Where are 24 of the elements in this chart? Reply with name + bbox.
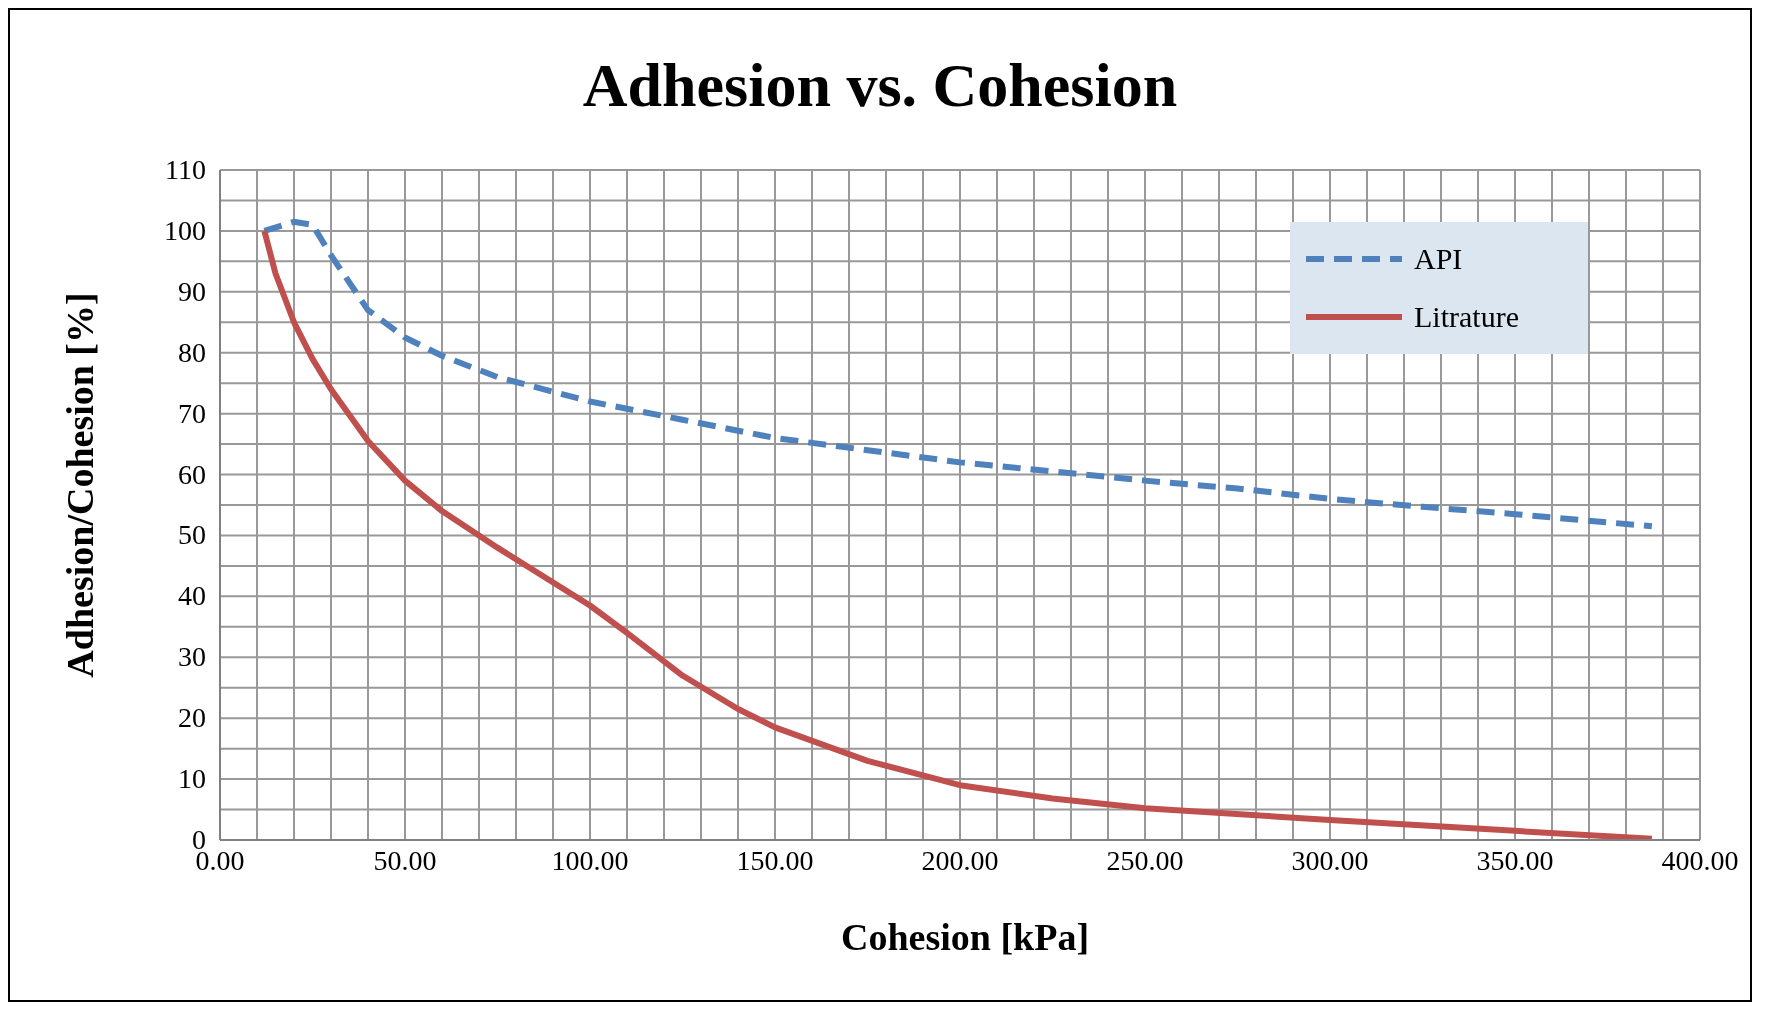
chart-title: Adhesion vs. Cohesion — [581, 50, 1179, 121]
y-tick-label: 90 — [178, 275, 206, 307]
x-tick-label: 200.00 — [921, 845, 999, 876]
y-tick-label: 30 — [178, 641, 206, 673]
y-tick-label: 20 — [178, 702, 206, 734]
y-tick-label: 50 — [178, 519, 206, 551]
y-tick-label: 80 — [178, 336, 206, 368]
legend-label: API — [1414, 242, 1463, 276]
x-tick-label: 350.00 — [1476, 845, 1554, 876]
x-axis-title: Cohesion [kPa] — [839, 915, 1091, 959]
x-tick-label: 300.00 — [1291, 845, 1369, 876]
y-axis-title: Adhesion/Cohesion [%] — [58, 292, 102, 678]
y-tick-label: 60 — [178, 458, 206, 490]
y-tick-label: 10 — [178, 763, 206, 795]
legend-label: Litrature — [1414, 300, 1519, 334]
x-tick-label: 50.00 — [373, 845, 437, 876]
x-tick-label: 400.00 — [1661, 845, 1739, 876]
y-tick-label: 110 — [165, 154, 206, 185]
y-tick-label: 100 — [164, 214, 206, 246]
x-tick-label: 150.00 — [736, 845, 814, 876]
y-tick-label: 40 — [178, 580, 206, 612]
x-tick-label: 100.00 — [551, 845, 629, 876]
x-tick-label: 250.00 — [1106, 845, 1184, 876]
y-tick-label: 70 — [178, 397, 206, 429]
